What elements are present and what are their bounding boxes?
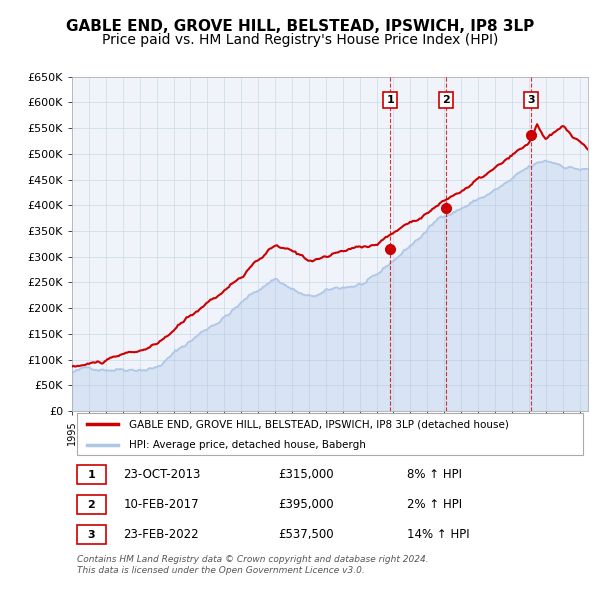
Text: £315,000: £315,000: [278, 468, 334, 481]
Text: 23-OCT-2013: 23-OCT-2013: [124, 468, 201, 481]
Text: 8% ↑ HPI: 8% ↑ HPI: [407, 468, 463, 481]
Text: 3: 3: [87, 530, 95, 540]
Text: 14% ↑ HPI: 14% ↑ HPI: [407, 528, 470, 541]
Text: GABLE END, GROVE HILL, BELSTEAD, IPSWICH, IP8 3LP: GABLE END, GROVE HILL, BELSTEAD, IPSWICH…: [66, 19, 534, 34]
Text: Price paid vs. HM Land Registry's House Price Index (HPI): Price paid vs. HM Land Registry's House …: [102, 33, 498, 47]
Text: 1: 1: [386, 95, 394, 105]
FancyBboxPatch shape: [77, 525, 106, 544]
FancyBboxPatch shape: [77, 495, 106, 514]
Text: Contains HM Land Registry data © Crown copyright and database right 2024.
This d: Contains HM Land Registry data © Crown c…: [77, 555, 429, 575]
Text: 3: 3: [527, 95, 535, 105]
Text: 2% ↑ HPI: 2% ↑ HPI: [407, 498, 463, 511]
Text: £537,500: £537,500: [278, 528, 334, 541]
Text: 2: 2: [87, 500, 95, 510]
Text: 2: 2: [442, 95, 450, 105]
Text: GABLE END, GROVE HILL, BELSTEAD, IPSWICH, IP8 3LP (detached house): GABLE END, GROVE HILL, BELSTEAD, IPSWICH…: [129, 419, 509, 429]
Text: £395,000: £395,000: [278, 498, 334, 511]
Text: 23-FEB-2022: 23-FEB-2022: [124, 528, 199, 541]
Text: HPI: Average price, detached house, Babergh: HPI: Average price, detached house, Babe…: [129, 440, 365, 450]
Text: 1: 1: [87, 470, 95, 480]
FancyBboxPatch shape: [77, 414, 583, 455]
FancyBboxPatch shape: [77, 466, 106, 484]
Text: 10-FEB-2017: 10-FEB-2017: [124, 498, 199, 511]
